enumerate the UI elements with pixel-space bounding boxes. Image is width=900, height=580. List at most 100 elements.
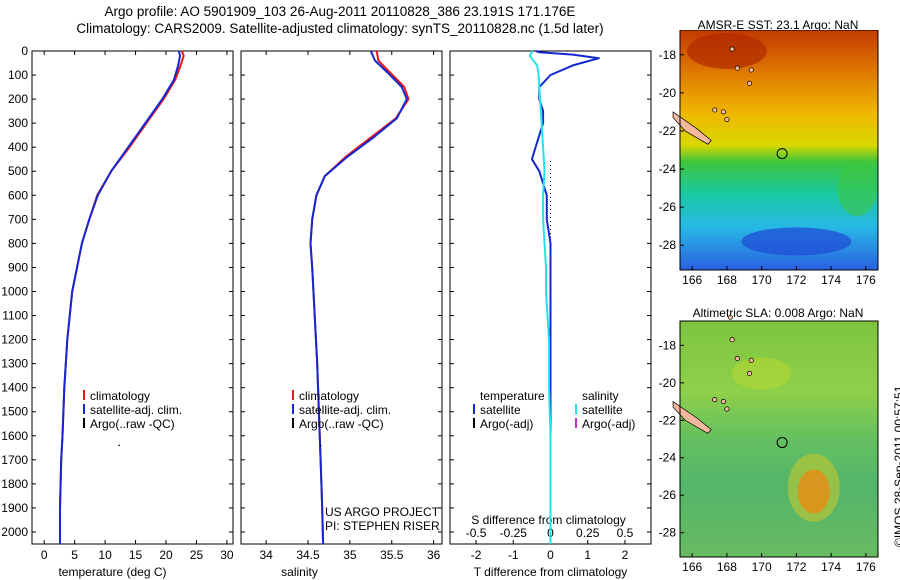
difference-series-a <box>530 50 600 544</box>
tdiff-xtick-label: -1 <box>508 548 519 562</box>
sla-lat-label: -24 <box>659 451 677 465</box>
figure-title-line1: Argo profile: AO 5901909_103 26-Aug-2011… <box>104 4 576 19</box>
sst-island <box>729 46 735 52</box>
depth-tick-label: 1500 <box>1 405 28 419</box>
depth-tick-label: 1400 <box>1 381 28 395</box>
depth-tick-label: 500 <box>8 164 28 178</box>
satellite-maps: 166 168 170 172 174 176 -18 -20 -22 -24 -26 -28 166 1… <box>659 30 879 574</box>
salinity-axis-label: salinity <box>281 565 318 579</box>
sst-lon-label: 172 <box>786 273 806 287</box>
temperature-xtick-label: 30 <box>220 548 234 562</box>
pi-credit: PI: STEPHEN RISER <box>325 519 440 533</box>
salinity-series-a <box>309 50 410 545</box>
temperature-argo-point <box>118 444 120 447</box>
sst-island <box>748 67 754 73</box>
sla-yellow-halo <box>787 453 840 522</box>
sst-lon-label: 176 <box>856 273 876 287</box>
salinity-xtick-label: 34.5 <box>296 548 320 562</box>
sst-float-position-marker <box>776 148 788 160</box>
tdiff-xtick-label: 1 <box>584 548 591 562</box>
salinity-xtick-label: 34 <box>259 548 273 562</box>
sst-new-caledonia <box>672 111 712 145</box>
sst-frame <box>679 30 879 271</box>
salinity-argo-point <box>319 444 322 447</box>
sst-island <box>712 107 718 113</box>
salinity-xtick-label: 36 <box>427 548 441 562</box>
depth-tick-label: 1900 <box>1 501 28 515</box>
sla-float-position-marker <box>776 437 788 449</box>
sdiff-xtick-label: 0.5 <box>617 526 634 540</box>
sla-lat-label: -28 <box>659 526 677 540</box>
sst-lat-label: -18 <box>659 48 677 62</box>
depth-tick-label: 300 <box>8 116 28 130</box>
depth-tick-label: 1200 <box>1 333 28 347</box>
sla-island <box>729 337 735 343</box>
sst-green-patch <box>837 160 878 217</box>
sla-lon-label: 166 <box>682 560 702 574</box>
sla-lat-label: -18 <box>659 338 677 352</box>
sst-lon-label: 166 <box>682 273 702 287</box>
project-credit: US ARGO PROJECT <box>325 505 440 519</box>
difference-series-b <box>528 50 552 544</box>
tdiff-axis-label: T difference from climatology <box>474 565 628 579</box>
diff-legend-label: Argo(-adj) <box>480 417 533 431</box>
temperature-xtick-label: 20 <box>159 548 173 562</box>
sst-island <box>724 116 730 123</box>
depth-tick-label: 700 <box>8 212 28 226</box>
temperature-plot-frame <box>31 50 234 545</box>
salinity-xtick-label: 35 <box>343 548 357 562</box>
sla-island <box>734 355 740 362</box>
depth-tick-label: 1100 <box>2 309 28 323</box>
temperature-xtick-label: 25 <box>190 548 204 562</box>
temperature-series-b <box>59 50 181 544</box>
diff-legend-header-temp: temperature <box>480 389 545 403</box>
depth-tick-label: 0 <box>21 44 28 58</box>
temperature-xtick-label: 0 <box>41 548 48 562</box>
depth-tick-label: 1700 <box>1 453 28 467</box>
temperature-xtick-label: 5 <box>71 548 78 562</box>
imos-timestamp: ©IMOS 28-Sep-2011 00:57:51 <box>892 385 900 547</box>
sst-lon-label: 174 <box>821 273 841 287</box>
salinity-legend-label: Argo(..raw -QC) <box>299 417 384 431</box>
sla-lat-label: -22 <box>659 413 677 427</box>
sla-lon-label: 170 <box>752 560 772 574</box>
sla-lon-label: 174 <box>821 560 841 574</box>
sla-island <box>712 397 718 403</box>
sst-lat-label: -28 <box>659 238 677 252</box>
sdiff-xtick-label: 0.25 <box>576 526 600 540</box>
diff-legend-header-sal: salinity <box>582 389 619 403</box>
sst-island <box>720 109 726 115</box>
depth-tick-label: 800 <box>8 236 28 250</box>
sla-island <box>724 406 730 412</box>
depth-tick-label: 1600 <box>1 429 28 443</box>
temperature-legend-label: climatology <box>90 389 150 403</box>
salinity-series-b <box>309 50 408 545</box>
diff-legend-label: Argo(-adj) <box>582 417 635 431</box>
temperature-series-a <box>59 50 185 544</box>
sla-lat-label: -20 <box>659 376 677 390</box>
sla-frame <box>679 320 879 558</box>
sla-lon-label: 168 <box>717 560 737 574</box>
sst-cool-patch <box>741 227 852 256</box>
diff-legend-label: satellite <box>480 403 521 417</box>
temperature-legend-label: Argo(..raw -QC) <box>90 417 175 431</box>
tdiff-xtick-label: 2 <box>622 548 629 562</box>
sst-island <box>746 80 753 86</box>
sla-yellow-patch <box>731 357 792 390</box>
sla-island <box>727 314 733 320</box>
sst-lat-label: -22 <box>659 124 677 138</box>
sla-lat-label: -26 <box>659 488 677 502</box>
sst-warm-patch <box>686 32 767 69</box>
tdiff-xtick-label: 0 <box>547 548 554 562</box>
salinity-xtick-label: 35.5 <box>380 548 404 562</box>
sst-island <box>734 65 740 71</box>
depth-tick-label: 600 <box>8 188 28 202</box>
sla-warm-eddy <box>797 469 830 514</box>
sla-map-title: Altimetric SLA: 0.008 Argo: NaN <box>692 306 864 320</box>
depth-tick-label: 100 <box>8 68 28 82</box>
sla-island <box>748 357 754 363</box>
depth-tick-label: 2000 <box>1 525 28 539</box>
profile-panels: 0100200300400500600700800900100011001200… <box>1 44 652 579</box>
sla-new-caledonia <box>672 400 712 434</box>
salinity-legend-label: climatology <box>299 389 359 403</box>
